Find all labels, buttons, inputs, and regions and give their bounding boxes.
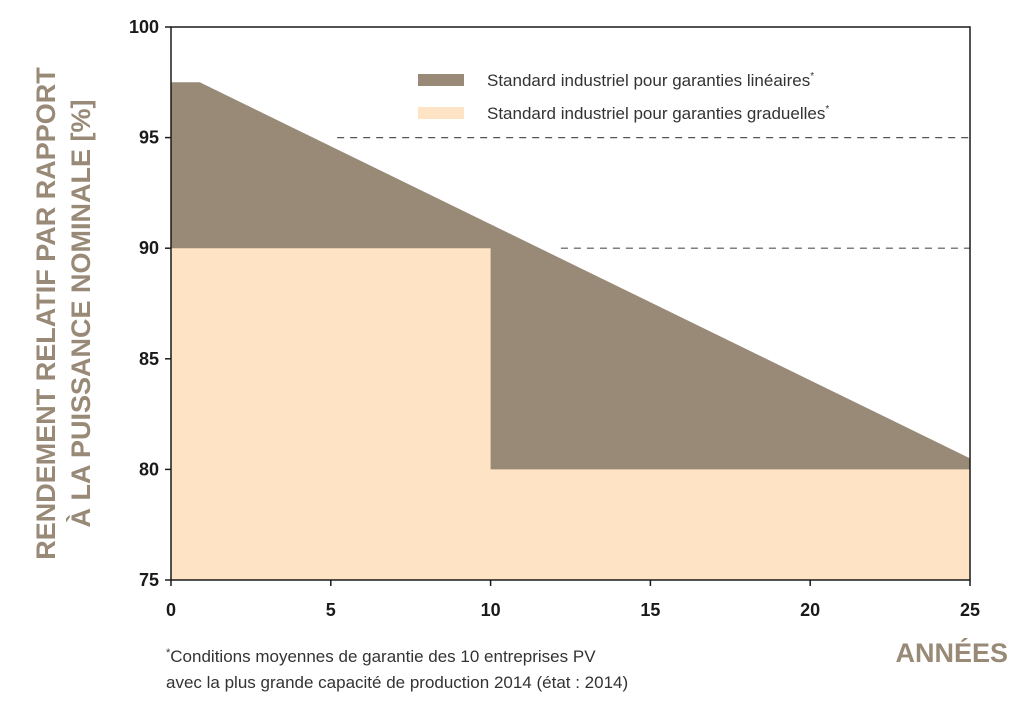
y-axis-label-line-1: RENDEMENT RELATIF PAR RAPPORT [31, 67, 61, 560]
x-tick-label: 5 [326, 600, 336, 620]
footnote-line-2: avec la plus grande capacité de producti… [166, 673, 628, 692]
legend-swatch-1 [418, 74, 464, 86]
y-axis-label-line-2: À LA PUISSANCE NOMINALE [%] [65, 99, 96, 527]
x-tick-label: 0 [166, 600, 176, 620]
y-tick-label: 85 [139, 349, 159, 369]
plot-frame [170, 26, 971, 581]
y-tick-label: 80 [139, 459, 159, 479]
y-tick-label: 100 [129, 17, 159, 37]
area-series-2 [171, 248, 970, 580]
y-tick-label: 95 [139, 128, 159, 148]
x-tick-label: 20 [800, 600, 820, 620]
footnote-line-1: Conditions moyennes de garantie des 10 e… [170, 647, 596, 666]
legend-label-1: Standard industriel pour garanties linéa… [487, 71, 814, 90]
footnote: *Conditions moyennes de garantie des 10 … [166, 647, 628, 692]
x-tick-label: 10 [481, 600, 501, 620]
legend: Standard industriel pour garanties linéa… [418, 71, 829, 123]
legend-swatch-2 [418, 107, 464, 119]
y-tick-label: 75 [139, 570, 159, 590]
axis-ticks: 0 5 10 15 20 25 75 80 85 90 95 100 [129, 17, 980, 620]
footnote-mark: * [166, 647, 171, 659]
svg-text:*Conditions moyennes de garant: *Conditions moyennes de garantie des 10 … [166, 647, 596, 666]
x-tick-label: 15 [640, 600, 660, 620]
y-tick-label: 90 [139, 238, 159, 258]
plot-area [171, 82, 970, 581]
x-tick-label: 25 [960, 600, 980, 620]
legend-label-2: Standard industriel pour garanties gradu… [487, 104, 829, 123]
x-axis-label: ANNÉES [895, 637, 1008, 668]
